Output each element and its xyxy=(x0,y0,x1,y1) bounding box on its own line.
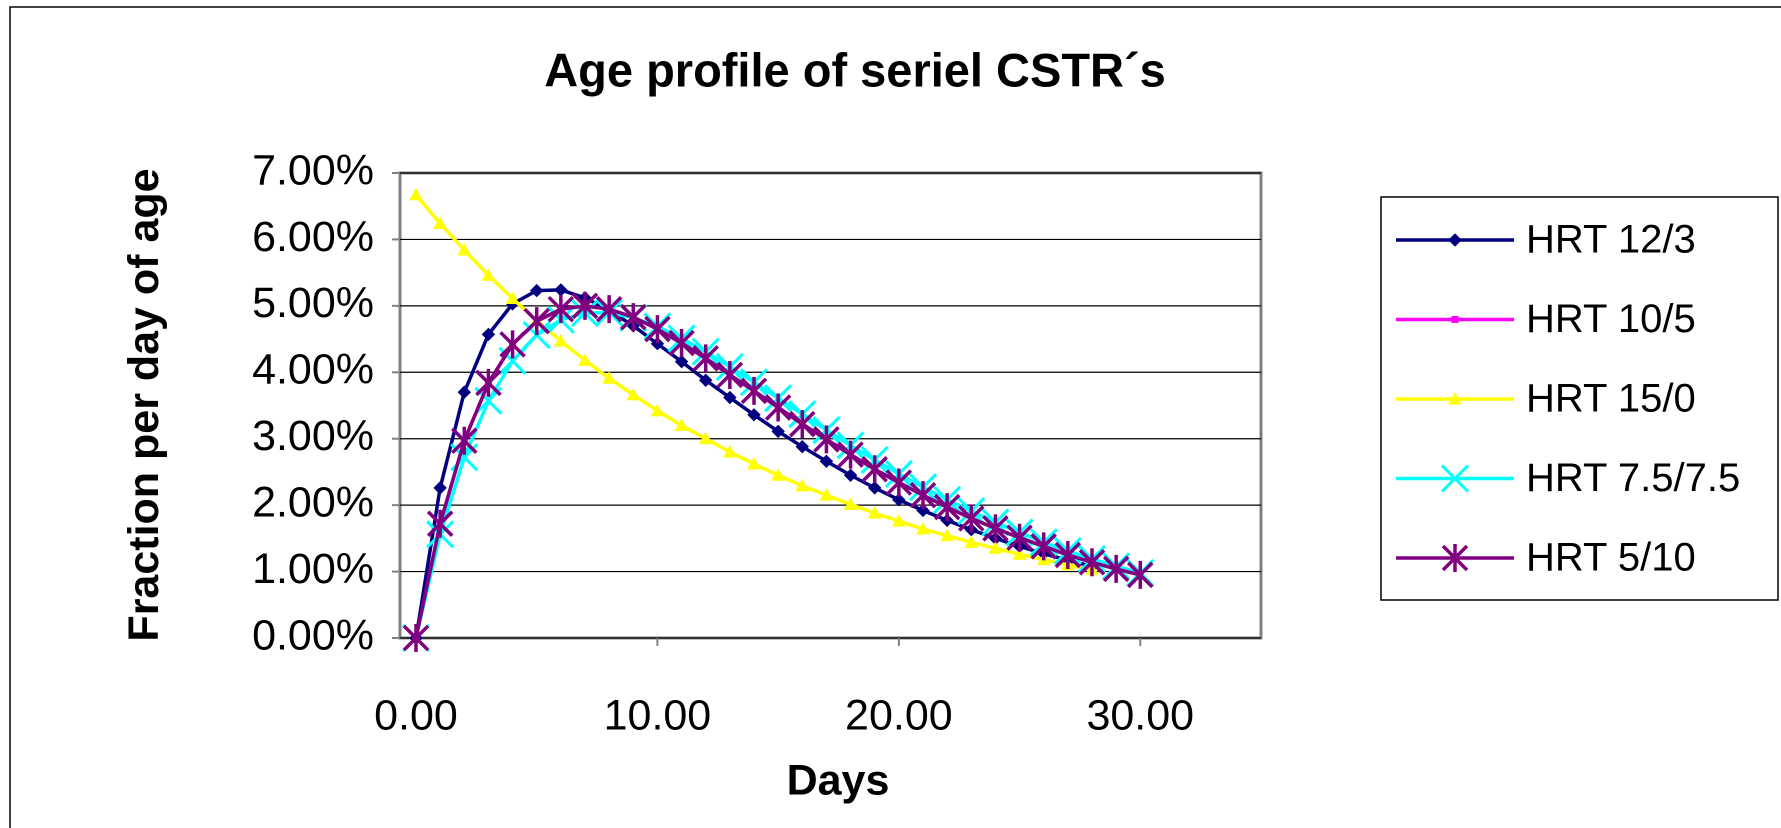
data-point xyxy=(668,329,695,358)
data-point xyxy=(892,493,906,507)
data-point xyxy=(1012,547,1027,560)
data-point xyxy=(554,334,568,347)
legend-label: HRT 12/3 xyxy=(1526,218,1696,262)
data-point xyxy=(813,425,840,454)
y-tick-label: 4.00% xyxy=(252,346,374,394)
data-point xyxy=(795,439,809,454)
data-point xyxy=(602,371,616,384)
data-point xyxy=(457,385,471,399)
y-tick-label: 5.00% xyxy=(252,279,374,327)
x-tick-label: 20.00 xyxy=(845,691,953,739)
data-point xyxy=(505,291,520,305)
data-point xyxy=(940,528,954,542)
data-point xyxy=(1054,540,1082,569)
data-point xyxy=(740,376,768,405)
data-point xyxy=(933,493,961,522)
legend-marker xyxy=(1451,316,1459,323)
data-point xyxy=(457,243,472,256)
data-point xyxy=(1006,523,1033,552)
data-point xyxy=(982,514,1009,543)
x-axis-title: Days xyxy=(787,756,890,804)
legend-marker xyxy=(1448,233,1462,247)
data-point xyxy=(692,344,719,373)
data-point xyxy=(819,488,834,501)
data-point xyxy=(530,283,544,298)
data-point xyxy=(475,368,502,397)
data-point xyxy=(716,360,744,389)
data-point xyxy=(1127,560,1154,589)
data-point xyxy=(1078,548,1106,577)
data-point xyxy=(843,468,858,482)
data-point xyxy=(747,408,761,422)
data-point xyxy=(764,393,792,422)
data-point xyxy=(843,497,858,510)
data-point xyxy=(571,291,599,320)
data-point xyxy=(674,354,689,369)
data-point xyxy=(626,387,641,401)
legend-label: HRT 10/5 xyxy=(1526,297,1696,341)
legend-label: HRT 7.5/7.5 xyxy=(1526,456,1740,500)
data-point xyxy=(892,514,906,527)
data-point xyxy=(451,426,478,455)
data-point xyxy=(1030,532,1057,561)
data-point xyxy=(698,431,713,445)
data-point xyxy=(837,440,864,469)
data-point xyxy=(958,504,985,533)
x-tick-label: 30.00 xyxy=(1086,691,1194,739)
data-point xyxy=(819,454,834,469)
data-point xyxy=(771,468,785,481)
data-point xyxy=(595,295,623,324)
y-tick-label: 3.00% xyxy=(252,412,374,460)
data-point xyxy=(409,187,423,201)
x-tick-label: 10.00 xyxy=(604,691,712,739)
data-point xyxy=(723,390,737,405)
data-point xyxy=(795,478,810,492)
data-point xyxy=(578,353,592,366)
data-point xyxy=(547,295,575,324)
legend-marker xyxy=(1440,464,1470,493)
x-tick-label: 0.00 xyxy=(374,691,458,739)
data-point xyxy=(868,481,882,495)
data-point xyxy=(885,468,913,497)
data-point xyxy=(747,456,761,470)
legend-label: HRT 15/0 xyxy=(1526,377,1696,421)
data-point xyxy=(867,506,882,519)
data-point xyxy=(481,327,496,342)
data-point xyxy=(909,481,937,510)
data-point xyxy=(426,509,454,538)
data-point xyxy=(499,330,526,359)
data-point xyxy=(650,337,665,351)
data-point xyxy=(1102,554,1130,583)
chart-title: Age profile of seriel CSTR´s xyxy=(544,43,1166,96)
legend-marker xyxy=(1448,391,1462,405)
y-axis-title: Fraction per day of age xyxy=(120,168,168,642)
data-point xyxy=(789,410,816,439)
data-point xyxy=(988,541,1003,554)
legend-label: HRT 5/10 xyxy=(1526,536,1696,580)
data-point xyxy=(620,303,647,332)
data-point xyxy=(644,315,671,344)
data-point xyxy=(771,424,785,439)
data-point xyxy=(674,418,689,431)
y-tick-label: 2.00% xyxy=(252,479,374,527)
data-point xyxy=(402,624,430,652)
y-tick-label: 0.00% xyxy=(252,611,374,659)
legend-marker xyxy=(1441,544,1469,572)
data-point xyxy=(699,373,713,387)
data-point xyxy=(916,522,930,535)
y-tick-label: 1.00% xyxy=(252,545,374,593)
data-point xyxy=(433,481,447,495)
data-point xyxy=(523,307,550,336)
y-tick-label: 7.00% xyxy=(252,146,374,194)
data-point xyxy=(861,455,888,484)
data-point xyxy=(723,444,737,458)
y-tick-label: 6.00% xyxy=(252,213,374,261)
data-point xyxy=(964,535,979,548)
data-point xyxy=(433,216,447,229)
data-point xyxy=(916,503,930,518)
data-point xyxy=(481,268,496,281)
data-point xyxy=(650,403,665,417)
